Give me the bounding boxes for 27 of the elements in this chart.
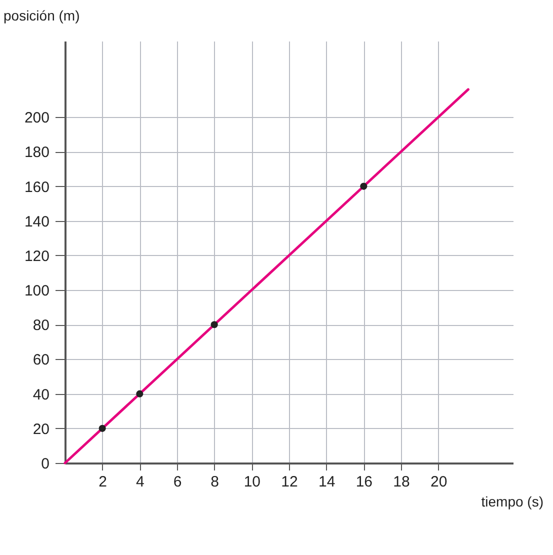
y-tick-label: 0 [41, 456, 50, 472]
y-tick-label: 40 [32, 386, 50, 404]
y-tick-label: 120 [24, 248, 50, 265]
x-tick-label: 10 [244, 474, 261, 490]
y-tick-label: 80 [32, 317, 50, 334]
point [136, 390, 144, 398]
x-tick-label: 2 [98, 474, 108, 490]
y-axis-title: posición (m) [4, 8, 80, 24]
x-tick-label: 16 [356, 474, 373, 490]
y-tick-label: 160 [24, 178, 50, 196]
y-tick-label: 100 [24, 282, 50, 300]
x-tick-label: 20 [430, 474, 448, 490]
y-tick-label: 140 [24, 213, 50, 230]
point [210, 321, 218, 328]
x-tick-label: 6 [173, 474, 182, 490]
x-tick-label: 12 [281, 474, 298, 490]
point [98, 424, 106, 432]
y-tick-label: 200 [24, 110, 50, 127]
x-tick-label: 4 [136, 474, 144, 490]
y-tick-label: 20 [32, 420, 50, 438]
x-tick-label: 8 [210, 474, 220, 490]
x-tick-label: 14 [318, 474, 336, 490]
x-axis-title: tiempo (s) [481, 494, 544, 510]
y-tick-label: 180 [24, 144, 50, 162]
y-tick-label: 60 [32, 352, 50, 369]
point [360, 182, 368, 190]
x-tick-label: 18 [393, 474, 410, 490]
